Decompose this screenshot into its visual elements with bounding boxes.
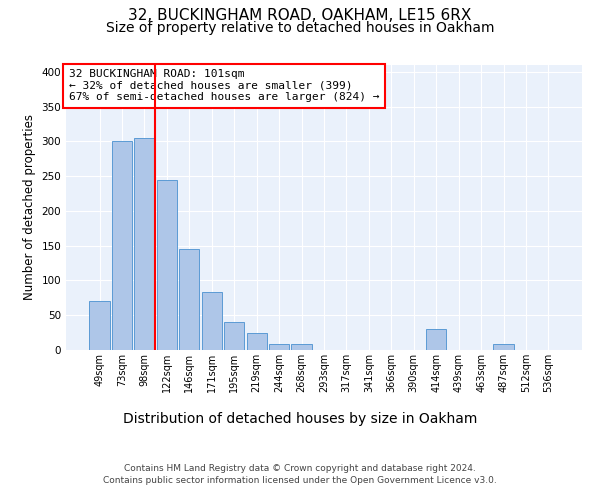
Bar <box>112 142 132 350</box>
Text: Contains HM Land Registry data © Crown copyright and database right 2024.: Contains HM Land Registry data © Crown c… <box>124 464 476 473</box>
Bar <box>493 344 514 350</box>
Y-axis label: Number of detached properties: Number of detached properties <box>23 114 36 300</box>
Bar <box>89 302 110 350</box>
Text: Contains public sector information licensed under the Open Government Licence v3: Contains public sector information licen… <box>103 476 497 485</box>
Bar <box>202 292 222 350</box>
Text: Distribution of detached houses by size in Oakham: Distribution of detached houses by size … <box>123 412 477 426</box>
Bar <box>269 344 289 350</box>
Text: 32, BUCKINGHAM ROAD, OAKHAM, LE15 6RX: 32, BUCKINGHAM ROAD, OAKHAM, LE15 6RX <box>128 8 472 22</box>
Bar <box>292 344 311 350</box>
Bar <box>134 138 155 350</box>
Bar <box>224 322 244 350</box>
Text: 32 BUCKINGHAM ROAD: 101sqm
← 32% of detached houses are smaller (399)
67% of sem: 32 BUCKINGHAM ROAD: 101sqm ← 32% of deta… <box>68 70 379 102</box>
Bar <box>426 329 446 350</box>
Text: Size of property relative to detached houses in Oakham: Size of property relative to detached ho… <box>106 21 494 35</box>
Bar <box>157 180 177 350</box>
Bar <box>247 332 267 350</box>
Bar <box>179 249 199 350</box>
